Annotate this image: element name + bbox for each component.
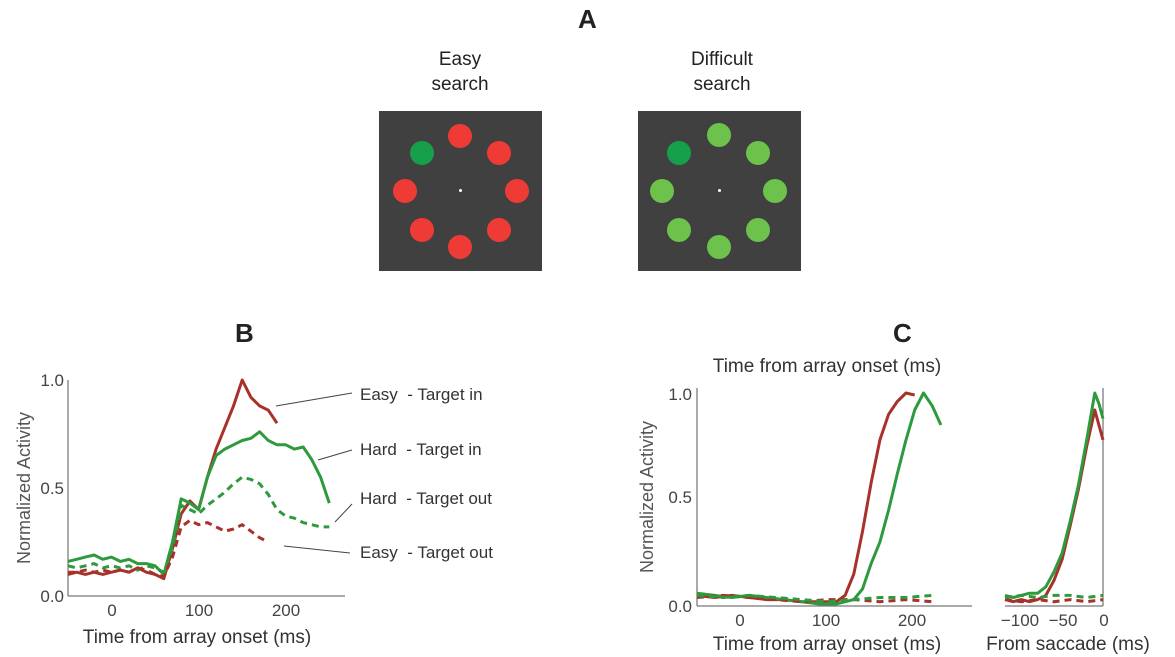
distractor-dot xyxy=(667,218,691,242)
easy-search-caption: Easy search xyxy=(390,47,530,97)
distractor-dot xyxy=(707,235,731,259)
panel-c-series xyxy=(696,391,943,606)
series-line-1 xyxy=(67,430,331,576)
fixation-point xyxy=(718,189,721,192)
distractor-dot xyxy=(487,218,511,242)
series-label-easy-in: Easy - Target in xyxy=(360,385,483,404)
difficult-caption-line2: search xyxy=(693,74,751,95)
difficult-search-display xyxy=(638,111,801,271)
series-line-3 xyxy=(1004,593,1104,599)
x-tick-label: −50 xyxy=(1049,611,1078,630)
easy-caption-line1: Easy xyxy=(438,49,482,70)
label-pointer xyxy=(283,545,351,554)
target-dot xyxy=(410,141,434,165)
panel-c-saccade-series xyxy=(1004,391,1105,604)
y-tick-label: 1.0 xyxy=(40,371,64,390)
panel-a-label: A xyxy=(578,4,597,34)
distractor-dot xyxy=(763,179,787,203)
x-tick-label: 0 xyxy=(1099,611,1108,630)
x-tick-label: 100 xyxy=(812,611,840,630)
panel-c-saccade-plot: From saccade (ms) −100 −50 0 xyxy=(986,388,1150,655)
series-label-hard-out: Hard - Target out xyxy=(360,489,492,508)
y-tick-label: 0.0 xyxy=(40,587,64,606)
y-tick-label: 1.0 xyxy=(668,385,692,404)
panel-c-top-label: Time from array onset (ms) xyxy=(713,356,941,377)
difficult-search-caption: Difficult search xyxy=(652,47,792,97)
series-line-2 xyxy=(1004,598,1104,604)
series-line-0 xyxy=(1004,408,1105,604)
target-dot xyxy=(667,141,691,165)
series-line-3 xyxy=(68,518,269,579)
label-pointer xyxy=(275,392,353,407)
y-tick-label: 0.5 xyxy=(668,488,692,507)
distractor-dot xyxy=(650,179,674,203)
panel-b-plot: Normalized Activity Time from array onse… xyxy=(14,371,493,648)
x-axis-label: Time from array onset (ms) xyxy=(83,627,311,648)
distractor-dot xyxy=(410,218,434,242)
easy-caption-line2: search xyxy=(431,74,489,95)
y-tick-label: 0.0 xyxy=(668,597,692,616)
series-label-easy-out: Easy - Target out xyxy=(360,543,493,562)
panel-b-series xyxy=(67,378,331,581)
easy-search-display xyxy=(379,111,542,271)
panel-c-label: C xyxy=(893,318,912,348)
x-tick-label: 200 xyxy=(898,611,926,630)
panel-c-plot: Time from array onset (ms) Normalized Ac… xyxy=(637,356,972,655)
x-tick-label: 0 xyxy=(107,601,116,620)
series-line-0 xyxy=(696,391,916,604)
x-axis-label: From saccade (ms) xyxy=(986,634,1150,655)
y-axis-label: Normalized Activity xyxy=(14,412,34,564)
distractor-dot xyxy=(505,179,529,203)
fixation-point xyxy=(459,189,462,192)
distractor-dot xyxy=(707,123,731,147)
difficult-caption-line1: Difficult xyxy=(691,49,753,70)
distractor-dot xyxy=(448,124,472,148)
x-tick-label: 100 xyxy=(185,601,213,620)
series-line-3 xyxy=(696,593,933,604)
series-line-1 xyxy=(1004,391,1105,599)
x-tick-label: 200 xyxy=(272,601,300,620)
label-pointer xyxy=(334,503,353,523)
y-tick-label: 0.5 xyxy=(40,479,64,498)
label-pointer xyxy=(317,449,353,461)
distractor-dot xyxy=(746,218,770,242)
x-axis-label: Time from array onset (ms) xyxy=(713,634,941,655)
series-label-hard-in: Hard - Target in xyxy=(360,440,482,459)
distractor-dot xyxy=(487,141,511,165)
series-line-1 xyxy=(696,391,943,606)
x-tick-label: −100 xyxy=(1001,611,1039,630)
x-tick-label: 0 xyxy=(735,611,744,630)
distractor-dot xyxy=(393,179,417,203)
distractor-dot xyxy=(448,235,472,259)
panel-b-label: B xyxy=(235,318,254,348)
y-axis-label: Normalized Activity xyxy=(637,421,657,573)
distractor-dot xyxy=(746,141,770,165)
